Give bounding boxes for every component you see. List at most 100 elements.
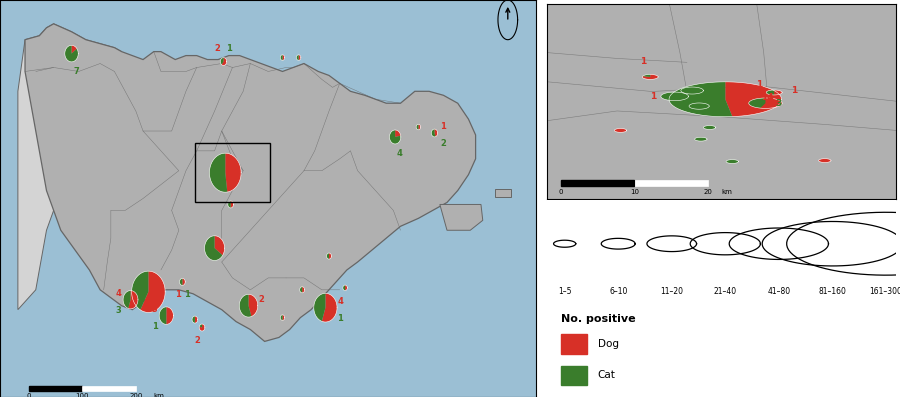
Polygon shape (726, 160, 738, 164)
Polygon shape (131, 271, 149, 310)
Polygon shape (495, 189, 511, 197)
Polygon shape (71, 45, 77, 54)
Text: 1: 1 (641, 57, 647, 66)
Polygon shape (661, 92, 675, 101)
Text: 1–5: 1–5 (558, 287, 572, 296)
Polygon shape (179, 278, 183, 285)
Polygon shape (725, 82, 781, 117)
Polygon shape (418, 124, 420, 130)
Text: 4: 4 (397, 149, 403, 158)
Text: 0: 0 (26, 393, 31, 397)
Polygon shape (766, 90, 774, 95)
Text: 11–20: 11–20 (661, 287, 683, 296)
Text: Cat: Cat (598, 370, 616, 380)
Text: 2: 2 (440, 139, 446, 148)
Polygon shape (228, 201, 230, 208)
Polygon shape (435, 129, 437, 137)
Polygon shape (283, 315, 284, 320)
Text: 161–300: 161–300 (869, 287, 900, 296)
Text: 2: 2 (215, 44, 220, 53)
Text: 14: 14 (761, 93, 774, 102)
Polygon shape (123, 291, 130, 308)
Polygon shape (695, 137, 707, 141)
Text: 7: 7 (73, 67, 79, 76)
Polygon shape (230, 201, 233, 208)
Polygon shape (199, 324, 205, 331)
Polygon shape (299, 55, 301, 60)
Bar (562, 180, 634, 186)
Polygon shape (689, 103, 707, 109)
Polygon shape (221, 58, 227, 66)
Polygon shape (283, 55, 284, 60)
Text: 10: 10 (630, 189, 639, 195)
Polygon shape (302, 287, 304, 293)
Text: 1: 1 (227, 44, 232, 53)
Polygon shape (692, 87, 704, 93)
Text: 2: 2 (259, 295, 265, 304)
Polygon shape (248, 294, 257, 316)
Text: 3: 3 (116, 306, 122, 315)
Text: 1: 1 (650, 92, 656, 101)
Polygon shape (327, 253, 329, 259)
Polygon shape (220, 58, 223, 65)
Polygon shape (18, 24, 122, 310)
Polygon shape (395, 130, 400, 137)
Polygon shape (65, 45, 78, 62)
Polygon shape (128, 291, 138, 309)
Polygon shape (210, 153, 228, 192)
Polygon shape (774, 90, 782, 95)
Bar (82, 386, 136, 391)
Polygon shape (329, 253, 331, 259)
Polygon shape (183, 278, 185, 285)
Bar (195, 143, 270, 202)
Polygon shape (200, 324, 202, 328)
Text: 1: 1 (175, 290, 181, 299)
Polygon shape (681, 87, 698, 94)
Text: 3: 3 (152, 304, 158, 314)
Text: 20: 20 (704, 189, 712, 195)
Text: No. positive: No. positive (562, 314, 635, 324)
Polygon shape (192, 316, 195, 323)
Polygon shape (314, 293, 326, 321)
Text: 100: 100 (76, 393, 89, 397)
Polygon shape (345, 285, 347, 291)
Text: 81–160: 81–160 (818, 287, 846, 296)
Polygon shape (280, 315, 283, 320)
Polygon shape (214, 236, 225, 255)
Text: 200: 200 (130, 393, 142, 397)
Polygon shape (431, 129, 436, 137)
Polygon shape (615, 129, 626, 132)
Text: 0: 0 (559, 189, 563, 195)
Polygon shape (280, 55, 283, 60)
Polygon shape (25, 24, 475, 341)
Polygon shape (166, 307, 174, 324)
Polygon shape (675, 92, 688, 101)
Text: 1: 1 (756, 80, 762, 89)
Polygon shape (699, 103, 709, 108)
Text: 21–40: 21–40 (714, 287, 737, 296)
Text: 2: 2 (194, 335, 201, 345)
Polygon shape (440, 204, 482, 230)
Text: km: km (722, 189, 733, 195)
Text: 1: 1 (152, 322, 158, 331)
Text: 3: 3 (775, 99, 781, 108)
Polygon shape (343, 285, 345, 291)
Polygon shape (225, 153, 241, 192)
Polygon shape (704, 125, 716, 129)
Text: 41–80: 41–80 (768, 287, 790, 296)
Text: 4: 4 (338, 297, 343, 306)
Polygon shape (819, 159, 831, 162)
Polygon shape (643, 75, 658, 79)
Polygon shape (239, 294, 251, 317)
Polygon shape (322, 293, 337, 322)
Bar (29, 386, 82, 391)
Bar (562, 334, 588, 354)
Polygon shape (669, 82, 733, 117)
Text: 1: 1 (184, 290, 190, 299)
Polygon shape (296, 55, 299, 60)
Polygon shape (159, 307, 166, 324)
Bar (562, 366, 588, 385)
Text: 1: 1 (440, 122, 446, 131)
Text: 1: 1 (790, 86, 796, 95)
Polygon shape (643, 75, 650, 77)
